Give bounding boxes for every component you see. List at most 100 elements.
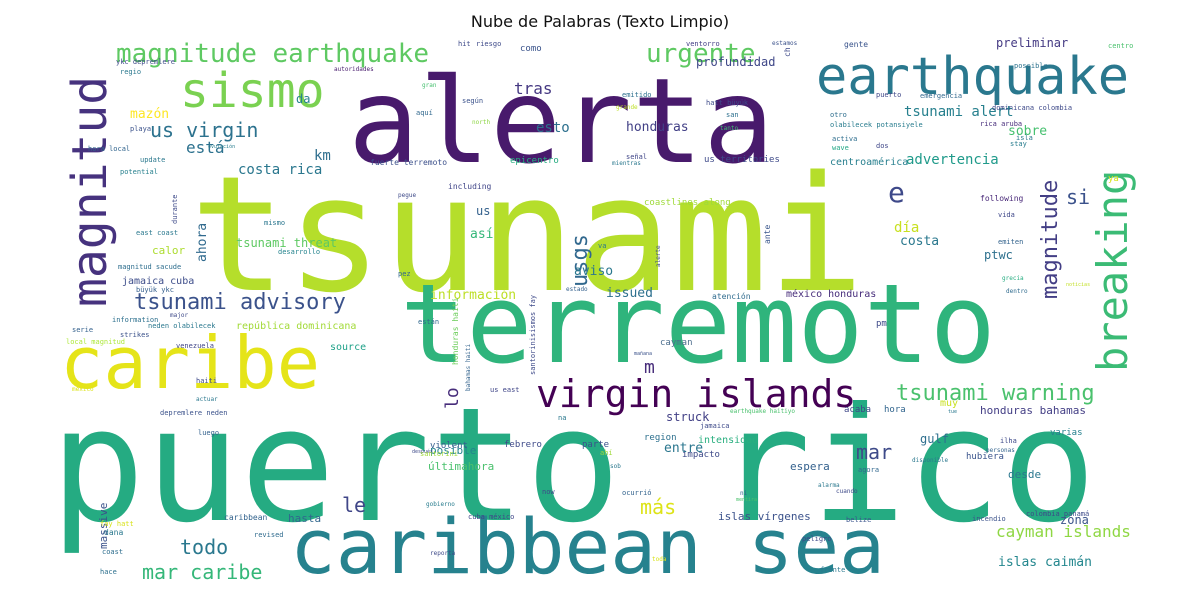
word-febrero: febrero [504,440,542,450]
word-possible: possible [1014,62,1048,70]
word-coastlines-along: coastlines along [644,198,731,208]
word-exico: mexico [72,386,94,393]
word-venezuela: venezuela [176,342,214,350]
word-earthquake: earthquake [816,47,1130,107]
word-pegue: pegue [398,192,417,199]
word-pm: pm [876,319,887,329]
word-regio: regio [120,68,142,76]
word-esto: esto [536,120,570,136]
word-breaking: breaking [1088,169,1137,372]
word-tsunami-alert: tsunami alert [904,104,1014,120]
word-muy: muy [940,398,959,409]
word-intensidad: intensidad [698,435,759,446]
word-como: como [520,44,542,54]
word-caribe: caribe [60,321,321,405]
word-gente: gente [844,40,869,49]
word-magnitud-sacude: magnitud sacude [118,263,182,271]
word-stay: stay [1010,140,1027,148]
word-tsunami-advisory: tsunami advisory [134,290,346,315]
word-us-territories: us territories [704,155,780,165]
word-todo: todo [180,535,229,559]
word-dana: dana [104,528,124,537]
word-tsunami: tsunami [190,141,865,328]
word-major: major [170,312,189,319]
word-m: m [644,357,655,378]
word-violent: violent [430,441,468,451]
word-posible: posible [430,444,477,457]
word-mismo: mismo [264,219,286,227]
word-desarrollo: desarrollo [278,248,321,256]
word-vida: vida [998,211,1015,219]
word-fay-hatt: fay hatt [100,520,134,528]
word-cuando: cuando [836,488,858,495]
word-mar: mar [856,440,893,464]
word-lo: lo [442,387,463,409]
word-mazon: mazón [130,107,170,122]
word-e: e [888,176,905,209]
word-hora-local: hora local [88,145,131,153]
word-struck: struck [666,410,710,424]
word-tsunami-threat: tsunami threat [236,236,338,250]
word-atencion: atención [712,292,751,301]
word-serie: serie [72,326,94,334]
word-dos: dos [876,142,889,150]
word-gran: gran [422,82,437,89]
word-mexico-honduras: méxico honduras [786,289,877,300]
word-costa: costa [900,234,940,249]
word-emergencia: emergencia [920,92,963,100]
word-gulf: gulf [920,432,949,446]
word-autoridades: autoridades [334,66,374,73]
word-earthquake-haitiyo: earthquake haitiyo [730,408,796,415]
word-ovulacion: ovulación [208,144,236,150]
word-incendio: incendio [972,515,1006,523]
word-caribbean: caribbean [224,513,268,522]
word-varias: varias [1050,428,1083,438]
word-da: da [296,92,311,106]
word-including: including [448,182,492,191]
word-costa-rica: costa rica [238,162,323,178]
word-riesgo: riesgo [476,40,502,48]
word-us-virgin: us virgin [150,118,259,142]
word-centro: centro [1108,42,1134,50]
word-north: north [472,119,491,126]
word-cayman: cayman [660,338,693,348]
word-activa: activa [832,135,858,143]
word-rica-aruba: rica aruba [980,120,1023,128]
word-durante: durante [171,194,179,224]
word-fuerte-terremoto: fuerte terremoto [370,158,448,167]
word-hit: hit [458,40,471,48]
word-urgente: urgente [646,39,756,69]
word-magnitude-earthquake: magnitude earthquake [116,39,430,69]
word-mentira: mentira [736,497,758,503]
word-buyuk-ykc: büyük ykc [136,286,174,294]
word-alarma: alarma [818,482,840,489]
word-mar-caribe: mar caribe [142,560,263,584]
word-sismo: sismo [180,63,325,119]
word-tanto: tanto [720,125,739,132]
word-preliminar: preliminar [996,37,1069,50]
word-mas: más [640,495,677,519]
word-santorinisismos-fay: santorinisismos fay [529,294,537,375]
word-emiten: emiten [998,238,1024,246]
word-dominicana-colombia: dominicana colombia [992,104,1073,112]
word-jamaica: jamaica [700,422,730,430]
word-ni: ni [740,490,748,497]
word-le: le [342,493,367,517]
word-despues: después [412,449,434,455]
word-honduras-bahamas: honduras bahamas [980,404,1086,417]
word-us-east: us east [490,386,520,394]
word-gobierno: gobierno [426,501,455,508]
word-belize: belize [846,516,872,524]
word-calor: calor [152,244,186,257]
word-virgin-islands: virgin islands [536,372,857,416]
word-agora: agora [858,466,880,474]
word-region: region [644,433,677,443]
word-tsunami-warning: tsunami warning [896,381,1095,406]
word-mientras: mientras [612,160,641,167]
word-usgs: usgs [568,234,593,287]
word-informacion: información [430,288,517,303]
word-now: now [542,488,555,496]
word-us: us [476,204,491,218]
word-ilha: ilha [1000,437,1017,445]
word-dia: día [894,220,920,236]
